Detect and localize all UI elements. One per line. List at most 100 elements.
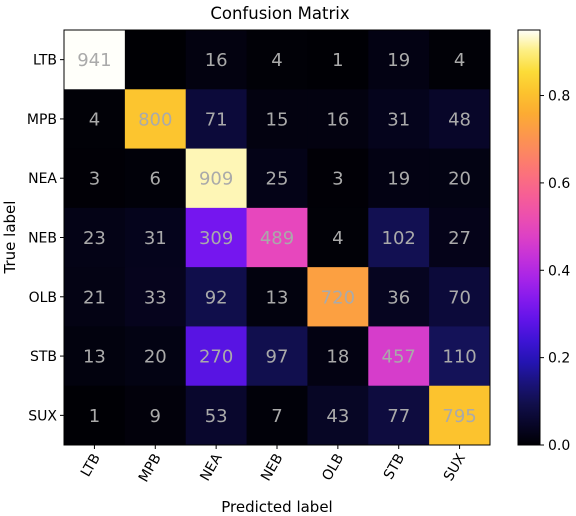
heatmap-cell-label: 19 bbox=[387, 169, 410, 190]
heatmap-cell-label: 15 bbox=[266, 109, 289, 130]
heatmap-cell-label: 800 bbox=[138, 109, 172, 130]
heatmap-cell-label: 457 bbox=[382, 347, 416, 368]
x-axis-label: Predicted label bbox=[221, 498, 332, 516]
heatmap-cell bbox=[64, 267, 126, 327]
colorbar-tick-label: 0.6 bbox=[548, 176, 570, 192]
heatmap-cell-label: 21 bbox=[83, 287, 106, 308]
heatmap-cell-label: 9 bbox=[150, 406, 161, 427]
heatmap-cell bbox=[368, 148, 430, 209]
heatmap-cell-label: 20 bbox=[144, 347, 167, 368]
heatmap-cell bbox=[368, 89, 430, 150]
heatmap-cell bbox=[307, 267, 369, 327]
colorbar-tick-label: 0.4 bbox=[548, 263, 570, 279]
heatmap-cell-label: 27 bbox=[448, 228, 471, 249]
heatmap-cell-label: 4 bbox=[271, 50, 282, 71]
heatmap-cell-label: 31 bbox=[387, 109, 410, 130]
heatmap-cell bbox=[368, 30, 430, 90]
heatmap-cell-label: 909 bbox=[199, 169, 233, 190]
y-tick-label: STB bbox=[30, 349, 57, 365]
y-tick-label: NEA bbox=[28, 171, 57, 187]
heatmap-cell bbox=[246, 267, 308, 327]
colorbar-ticks: 0.0 0.2 0.4 0.6 0.8 bbox=[540, 89, 570, 454]
heatmap-cell bbox=[64, 385, 126, 446]
heatmap-cell bbox=[429, 30, 491, 90]
heatmap-cell bbox=[185, 148, 248, 209]
heatmap-cell bbox=[64, 30, 126, 90]
heatmap-cell bbox=[124, 207, 187, 268]
heatmap-cell-label: 70 bbox=[448, 287, 471, 308]
chart-title: Confusion Matrix bbox=[210, 4, 350, 23]
x-tick-label: NEA bbox=[197, 451, 226, 484]
heatmap-cell-label: 270 bbox=[199, 347, 233, 368]
heatmap-cell bbox=[246, 385, 308, 446]
heatmap-cell bbox=[429, 267, 491, 327]
heatmap-cell bbox=[246, 326, 308, 387]
heatmap-cell-label: 23 bbox=[83, 228, 106, 249]
heatmap-cell bbox=[185, 30, 248, 90]
heatmap-cell-label: 13 bbox=[83, 347, 106, 368]
y-tick-label: OLB bbox=[29, 290, 57, 306]
heatmap-cell-label: 77 bbox=[387, 406, 410, 427]
heatmap-cell-label: 92 bbox=[205, 287, 228, 308]
x-tick-label: STB bbox=[381, 451, 408, 482]
heatmap-cell-label: 43 bbox=[326, 406, 349, 427]
heatmap-cell bbox=[185, 267, 248, 327]
y-axis-ticks: LTB MPB NEA NEB OLB STB SUX bbox=[27, 53, 64, 424]
heatmap-cell-label: 16 bbox=[205, 50, 228, 71]
heatmap-cell bbox=[185, 207, 248, 268]
heatmap-cell-label: 48 bbox=[448, 109, 471, 130]
heatmap-cell-label: 31 bbox=[144, 228, 167, 249]
heatmap-cell-label: 489 bbox=[260, 228, 294, 249]
heatmap-cell bbox=[246, 207, 308, 268]
x-tick-label: SUX bbox=[441, 451, 469, 484]
heatmap-cell bbox=[185, 385, 248, 446]
heatmap-cell bbox=[64, 148, 126, 209]
heatmap-cell-label: 97 bbox=[266, 347, 289, 368]
heatmap-cell-label: 53 bbox=[205, 406, 228, 427]
colorbar-tick-label: 0.2 bbox=[548, 351, 570, 367]
heatmap-cell-label: 1 bbox=[89, 406, 100, 427]
heatmap-cell bbox=[429, 326, 491, 387]
heatmap-cell bbox=[307, 207, 369, 268]
heatmap-cell bbox=[246, 30, 308, 90]
heatmap-cell-label: 20 bbox=[448, 169, 471, 190]
heatmap-cell bbox=[246, 89, 308, 150]
heatmap-cell-label: 941 bbox=[77, 50, 111, 71]
heatmap-cell-label: 720 bbox=[321, 287, 355, 308]
heatmap-cell-label: 19 bbox=[387, 50, 410, 71]
heatmap-cell bbox=[429, 207, 491, 268]
heatmap-cell bbox=[307, 30, 369, 90]
y-tick-label: LTB bbox=[33, 53, 57, 69]
heatmap-cell bbox=[124, 148, 187, 209]
heatmap-cell-label: 795 bbox=[442, 406, 476, 427]
heatmap-cell bbox=[307, 148, 369, 209]
heatmap-cell bbox=[64, 326, 126, 387]
heatmap-cell bbox=[429, 148, 491, 209]
heatmap-cell bbox=[185, 89, 248, 150]
heatmap-cell-label: 71 bbox=[205, 109, 228, 130]
x-tick-label: OLB bbox=[319, 451, 347, 484]
heatmap-cell-label: 1 bbox=[332, 50, 343, 71]
colorbar bbox=[517, 29, 541, 446]
heatmap-cell-label: 3 bbox=[89, 169, 100, 190]
heatmap-cell bbox=[124, 89, 187, 150]
heatmap-cell bbox=[368, 326, 430, 387]
heatmap-cell-label: 4 bbox=[89, 109, 100, 130]
heatmap-cell-label: 36 bbox=[387, 287, 410, 308]
heatmap-cell bbox=[64, 89, 126, 150]
colorbar-tick-label: 0.0 bbox=[548, 438, 570, 454]
heatmap-cell bbox=[64, 207, 126, 268]
heatmap-cell-label: 18 bbox=[326, 347, 349, 368]
y-tick-label: MPB bbox=[27, 112, 57, 128]
heatmap-cell-label: 4 bbox=[332, 228, 343, 249]
heatmap-cell-label: 102 bbox=[382, 228, 416, 249]
y-tick-label: NEB bbox=[28, 231, 57, 247]
heatmap-cell-label: 7 bbox=[271, 406, 282, 427]
heatmap-cell-label: 16 bbox=[326, 109, 349, 130]
heatmap-cell-label: 309 bbox=[199, 228, 233, 249]
heatmap-cell bbox=[429, 89, 491, 150]
heatmap-cell bbox=[307, 385, 369, 446]
x-tick-label: NEB bbox=[258, 451, 286, 484]
